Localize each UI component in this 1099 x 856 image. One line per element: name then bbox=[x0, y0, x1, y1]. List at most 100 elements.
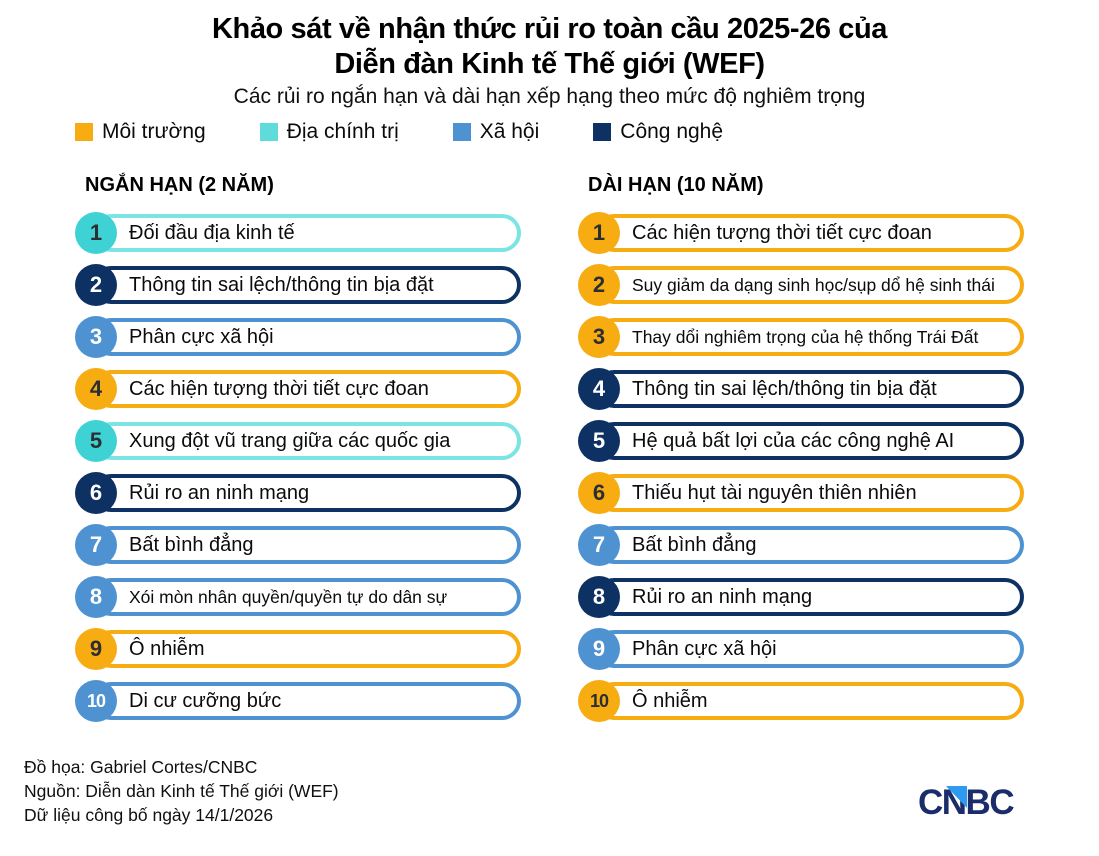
legend-swatch-icon bbox=[452, 123, 471, 141]
risk-pill: Các hiện tượng thời tiết cực đoan bbox=[595, 214, 1024, 252]
rank-badge: 3 bbox=[578, 316, 620, 358]
risk-pill: Xung đột vũ trang giữa các quốc gia bbox=[92, 422, 521, 460]
risk-row: Phân cực xã hội 9 bbox=[578, 628, 1024, 670]
legend-item: Công nghệ bbox=[593, 120, 723, 144]
risk-label: Suy giảm da dạng sinh học/sụp dổ hệ sinh… bbox=[632, 274, 995, 295]
risk-pill: Rủi ro an ninh mạng bbox=[92, 474, 521, 512]
risk-label: Các hiện tượng thời tiết cực đoan bbox=[129, 377, 429, 400]
risk-label: Ô nhiễm bbox=[632, 689, 708, 712]
rank-badge: 10 bbox=[578, 680, 620, 722]
rank-badge: 1 bbox=[578, 212, 620, 254]
rank-badge: 4 bbox=[578, 368, 620, 410]
risk-row: Suy giảm da dạng sinh học/sụp dổ hệ sinh… bbox=[578, 264, 1024, 306]
legend-item: Xã hội bbox=[452, 120, 540, 144]
risk-label: Thay dổi nghiêm trọng của hệ thống Trái … bbox=[632, 326, 979, 347]
risk-row: Xói mòn nhân quyền/quyền tự do dân sự 8 bbox=[75, 576, 521, 618]
risk-pill: Phân cực xã hội bbox=[595, 630, 1024, 668]
risk-pill: Thông tin sai lệch/thông tin bịa đặt bbox=[92, 266, 521, 304]
rank-badge: 9 bbox=[578, 628, 620, 670]
rank-badge: 7 bbox=[578, 524, 620, 566]
risk-pill: Ô nhiễm bbox=[92, 630, 521, 668]
risk-pill: Đối đầu địa kinh tế bbox=[92, 214, 521, 252]
risk-label: Rủi ro an ninh mạng bbox=[632, 585, 813, 608]
rank-badge: 5 bbox=[75, 420, 117, 462]
risk-row: Ô nhiễm 10 bbox=[578, 680, 1024, 722]
chart-title-line2: Diễn đàn Kinh tế Thế giới (WEF) bbox=[334, 48, 765, 80]
risk-pill: Di cư cưỡng bức bbox=[92, 682, 521, 720]
risk-row: Các hiện tượng thời tiết cực đoan 4 bbox=[75, 368, 521, 410]
risk-label: Thông tin sai lệch/thông tin bịa đặt bbox=[129, 273, 434, 296]
risk-label: Rủi ro an ninh mạng bbox=[129, 481, 310, 504]
risk-pill: Thiếu hụt tài nguyên thiên nhiên bbox=[595, 474, 1024, 512]
risk-label: Ô nhiễm bbox=[129, 637, 205, 660]
risk-pill: Hệ quả bất lợi của các công nghệ AI bbox=[595, 422, 1024, 460]
risk-row: Ô nhiễm 9 bbox=[75, 628, 521, 670]
risk-row: Bất bình đẳng 7 bbox=[578, 524, 1024, 566]
short-term-header: NGẮN HẠN (2 NĂM) bbox=[85, 174, 274, 196]
risk-label: Xung đột vũ trang giữa các quốc gia bbox=[129, 429, 451, 452]
risk-label: Bất bình đẳng bbox=[129, 533, 254, 556]
risk-pill: Thay dổi nghiêm trọng của hệ thống Trái … bbox=[595, 318, 1024, 356]
long-term-column: DÀI HẠN (10 NĂM) Các hiện tượng thời tiế… bbox=[578, 174, 1024, 734]
long-term-header: DÀI HẠN (10 NĂM) bbox=[588, 174, 764, 196]
short-term-column: NGẮN HẠN (2 NĂM) Đối đầu địa kinh tế 1 Thô… bbox=[75, 174, 521, 734]
risk-row: Di cư cưỡng bức 10 bbox=[75, 680, 521, 722]
risk-row: Các hiện tượng thời tiết cực đoan 1 bbox=[578, 212, 1024, 254]
risk-row: Thông tin sai lệch/thông tin bịa đặt 4 bbox=[578, 368, 1024, 410]
rank-badge: 6 bbox=[578, 472, 620, 514]
rank-badge: 9 bbox=[75, 628, 117, 670]
risk-row: Phân cực xã hội 3 bbox=[75, 316, 521, 358]
legend-label: Môi trường bbox=[102, 120, 206, 143]
risk-pill: Thông tin sai lệch/thông tin bịa đặt bbox=[595, 370, 1024, 408]
legend-label: Xã hội bbox=[479, 120, 540, 143]
risk-pill: Các hiện tượng thời tiết cực đoan bbox=[92, 370, 521, 408]
legend: Môi trường Địa chính trị Xã hội Công nghệ bbox=[75, 120, 723, 144]
chart-title-line1: Khảo sát về nhận thức rủi ro toàn cầu 20… bbox=[211, 13, 888, 45]
risk-label: Xói mòn nhân quyền/quyền tự do dân sự bbox=[129, 586, 448, 607]
legend-label: Địa chính trị bbox=[286, 120, 399, 143]
legend-swatch-icon bbox=[593, 123, 612, 141]
risk-row: Rủi ro an ninh mạng 8 bbox=[578, 576, 1024, 618]
risk-pill: Suy giảm da dạng sinh học/sụp dổ hệ sinh… bbox=[595, 266, 1024, 304]
chart-subtitle: Các rủi ro ngắn hạn và dài hạn xếp hạng … bbox=[233, 85, 866, 108]
risk-label: Hệ quả bất lợi của các công nghệ AI bbox=[632, 429, 955, 452]
rank-badge: 8 bbox=[578, 576, 620, 618]
footer-source: Nguồn: Diễn dàn Kinh tế Thế giới (WEF) bbox=[24, 781, 339, 801]
risk-label: Phân cực xã hội bbox=[129, 325, 274, 348]
risk-row: Rủi ro an ninh mạng 6 bbox=[75, 472, 521, 514]
cnbc-logo: CNBC bbox=[918, 783, 1028, 825]
risk-row: Đối đầu địa kinh tế 1 bbox=[75, 212, 521, 254]
rank-badge: 10 bbox=[75, 680, 117, 722]
rank-badge: 4 bbox=[75, 368, 117, 410]
risk-pill: Xói mòn nhân quyền/quyền tự do dân sự bbox=[92, 578, 521, 616]
risk-label: Thiếu hụt tài nguyên thiên nhiên bbox=[632, 481, 917, 504]
legend-item: Địa chính trị bbox=[259, 120, 399, 144]
risk-label: Đối đầu địa kinh tế bbox=[129, 221, 295, 244]
risk-row: Bất bình đẳng 7 bbox=[75, 524, 521, 566]
footer-credits: Đồ họa: Gabriel Cortes/CNBC Nguồn: Diễn … bbox=[24, 755, 339, 827]
risk-pill: Ô nhiễm bbox=[595, 682, 1024, 720]
risk-pill: Bất bình đẳng bbox=[92, 526, 521, 564]
legend-label: Công nghệ bbox=[620, 120, 724, 143]
risk-row: Xung đột vũ trang giữa các quốc gia 5 bbox=[75, 420, 521, 462]
chart-title: Khảo sát về nhận thức rủi ro toàn cầu 20… bbox=[0, 12, 1099, 82]
risk-label: Di cư cưỡng bức bbox=[129, 689, 282, 712]
rank-badge: 3 bbox=[75, 316, 117, 358]
legend-item: Môi trường bbox=[75, 120, 206, 144]
rank-badge: 7 bbox=[75, 524, 117, 566]
legend-swatch-icon bbox=[75, 123, 93, 141]
risk-row: Thiếu hụt tài nguyên thiên nhiên 6 bbox=[578, 472, 1024, 514]
rank-badge: 5 bbox=[578, 420, 620, 462]
rank-badge: 2 bbox=[578, 264, 620, 306]
risk-pill: Rủi ro an ninh mạng bbox=[595, 578, 1024, 616]
risk-row: Hệ quả bất lợi của các công nghệ AI 5 bbox=[578, 420, 1024, 462]
risk-label: Bất bình đẳng bbox=[632, 533, 757, 556]
rank-badge: 1 bbox=[75, 212, 117, 254]
rank-badge: 2 bbox=[75, 264, 117, 306]
rank-badge: 6 bbox=[75, 472, 117, 514]
risk-label: Các hiện tượng thời tiết cực đoan bbox=[632, 221, 932, 244]
footer-date: Dữ liệu công bố ngày 14/1/2026 bbox=[24, 805, 274, 825]
risk-label: Phân cực xã hội bbox=[632, 637, 777, 660]
risk-pill: Bất bình đẳng bbox=[595, 526, 1024, 564]
